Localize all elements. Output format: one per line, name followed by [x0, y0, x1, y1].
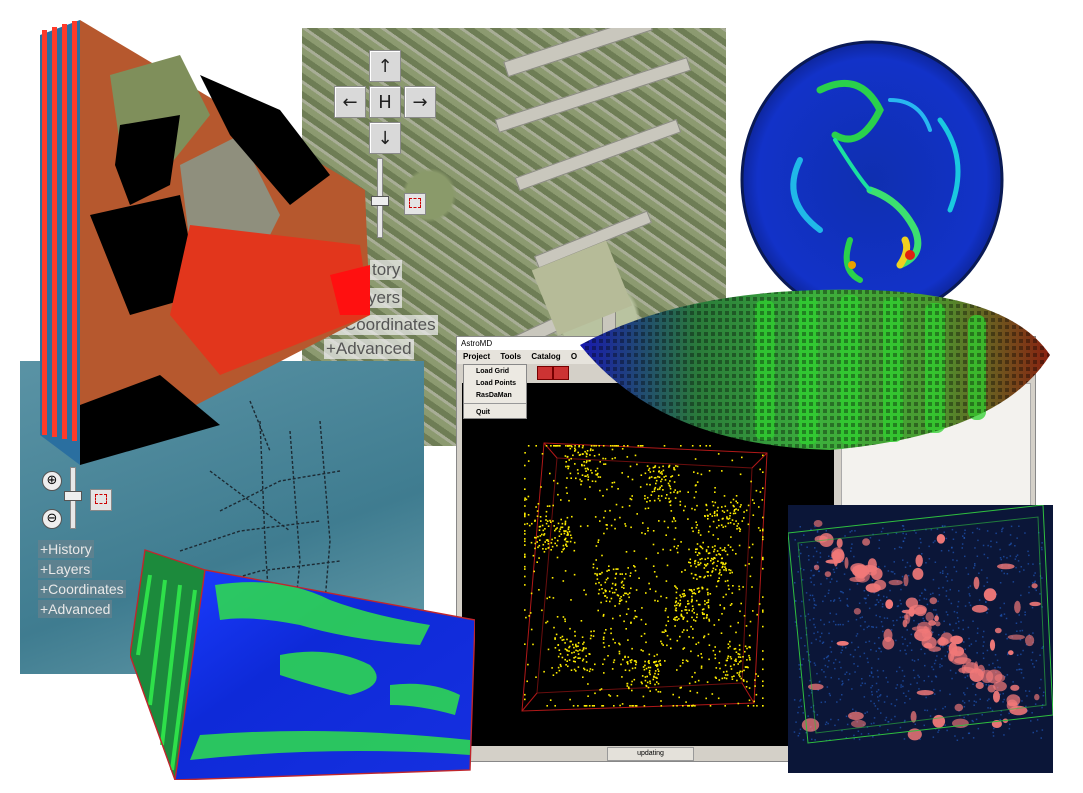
particle-cube — [521, 442, 768, 712]
history-link[interactable]: tory — [370, 260, 403, 280]
layers-link[interactable]: yers — [366, 288, 403, 308]
warm-region — [170, 225, 370, 375]
project-dropdown: Load Grid Load Points RasDaMan Quit — [463, 364, 527, 419]
building — [503, 28, 653, 78]
toolbar-icon[interactable] — [553, 366, 569, 380]
cube-edges — [130, 549, 475, 780]
cube-wireframe — [788, 505, 1053, 744]
menu-options[interactable]: O — [570, 352, 578, 361]
pan-right-button[interactable]: → — [404, 86, 436, 118]
advanced-link[interactable]: +Advanced — [324, 339, 414, 359]
embryo-point-cloud — [580, 289, 1050, 450]
menu-item-load-grid[interactable]: Load Grid — [476, 368, 510, 375]
zoom-in-icon[interactable]: ⊕ — [42, 471, 62, 491]
toolbar-icon[interactable] — [537, 366, 553, 380]
brain-slice-image — [740, 40, 1004, 320]
satellite-data-cube — [40, 20, 370, 465]
water-mask-sea — [80, 375, 220, 465]
menu-item-quit[interactable]: Quit — [476, 409, 490, 416]
water-mask-sea — [200, 75, 330, 205]
zoom-box-icon[interactable] — [90, 489, 112, 511]
status-bar: updating — [607, 747, 694, 761]
menu-separator — [464, 403, 526, 404]
menu-item-rasdaman[interactable]: RasDaMan — [476, 392, 512, 399]
cube-wireframe — [521, 442, 768, 712]
water-mask-sea — [115, 115, 180, 205]
history-link[interactable]: +History — [38, 540, 94, 558]
pan-left-button[interactable]: ← — [334, 86, 366, 118]
water-mask-sea — [90, 195, 200, 315]
aerial-map-panel[interactable]: ↑ ← H → ↓ tory yers +Coordinates +Advanc… — [302, 28, 726, 446]
side-face-bands — [136, 574, 197, 771]
gas-blobs — [801, 520, 1041, 741]
pan-up-button[interactable]: ↑ — [369, 50, 401, 82]
advanced-link[interactable]: +Advanced — [38, 600, 113, 618]
gas-density-cube — [788, 505, 1053, 773]
menu-project[interactable]: Project — [463, 352, 491, 361]
pan-down-button[interactable]: ↓ — [369, 122, 401, 154]
zoom-slider-thumb[interactable] — [64, 491, 82, 501]
coordinates-link[interactable]: +Coordinates — [38, 580, 126, 598]
zoom-slider-thumb[interactable] — [371, 196, 389, 206]
menu-item-load-points[interactable]: Load Points — [476, 380, 517, 387]
menu-catalog[interactable]: Catalog — [531, 352, 561, 361]
zoom-box-icon[interactable] — [404, 193, 426, 215]
cube-side-face — [130, 550, 205, 780]
cube-side-stripes — [42, 21, 77, 441]
zoom-out-icon[interactable]: ⊖ — [42, 509, 62, 529]
current-patches — [190, 582, 470, 760]
hot-region — [330, 265, 370, 315]
menu-tools[interactable]: Tools — [500, 352, 522, 361]
render-canvas[interactable] — [462, 383, 834, 746]
layers-link[interactable]: +Layers — [38, 560, 93, 578]
home-button[interactable]: H — [369, 86, 401, 118]
cube-side-face — [40, 20, 80, 465]
building — [514, 119, 682, 191]
ocean-model-cube — [130, 549, 475, 780]
